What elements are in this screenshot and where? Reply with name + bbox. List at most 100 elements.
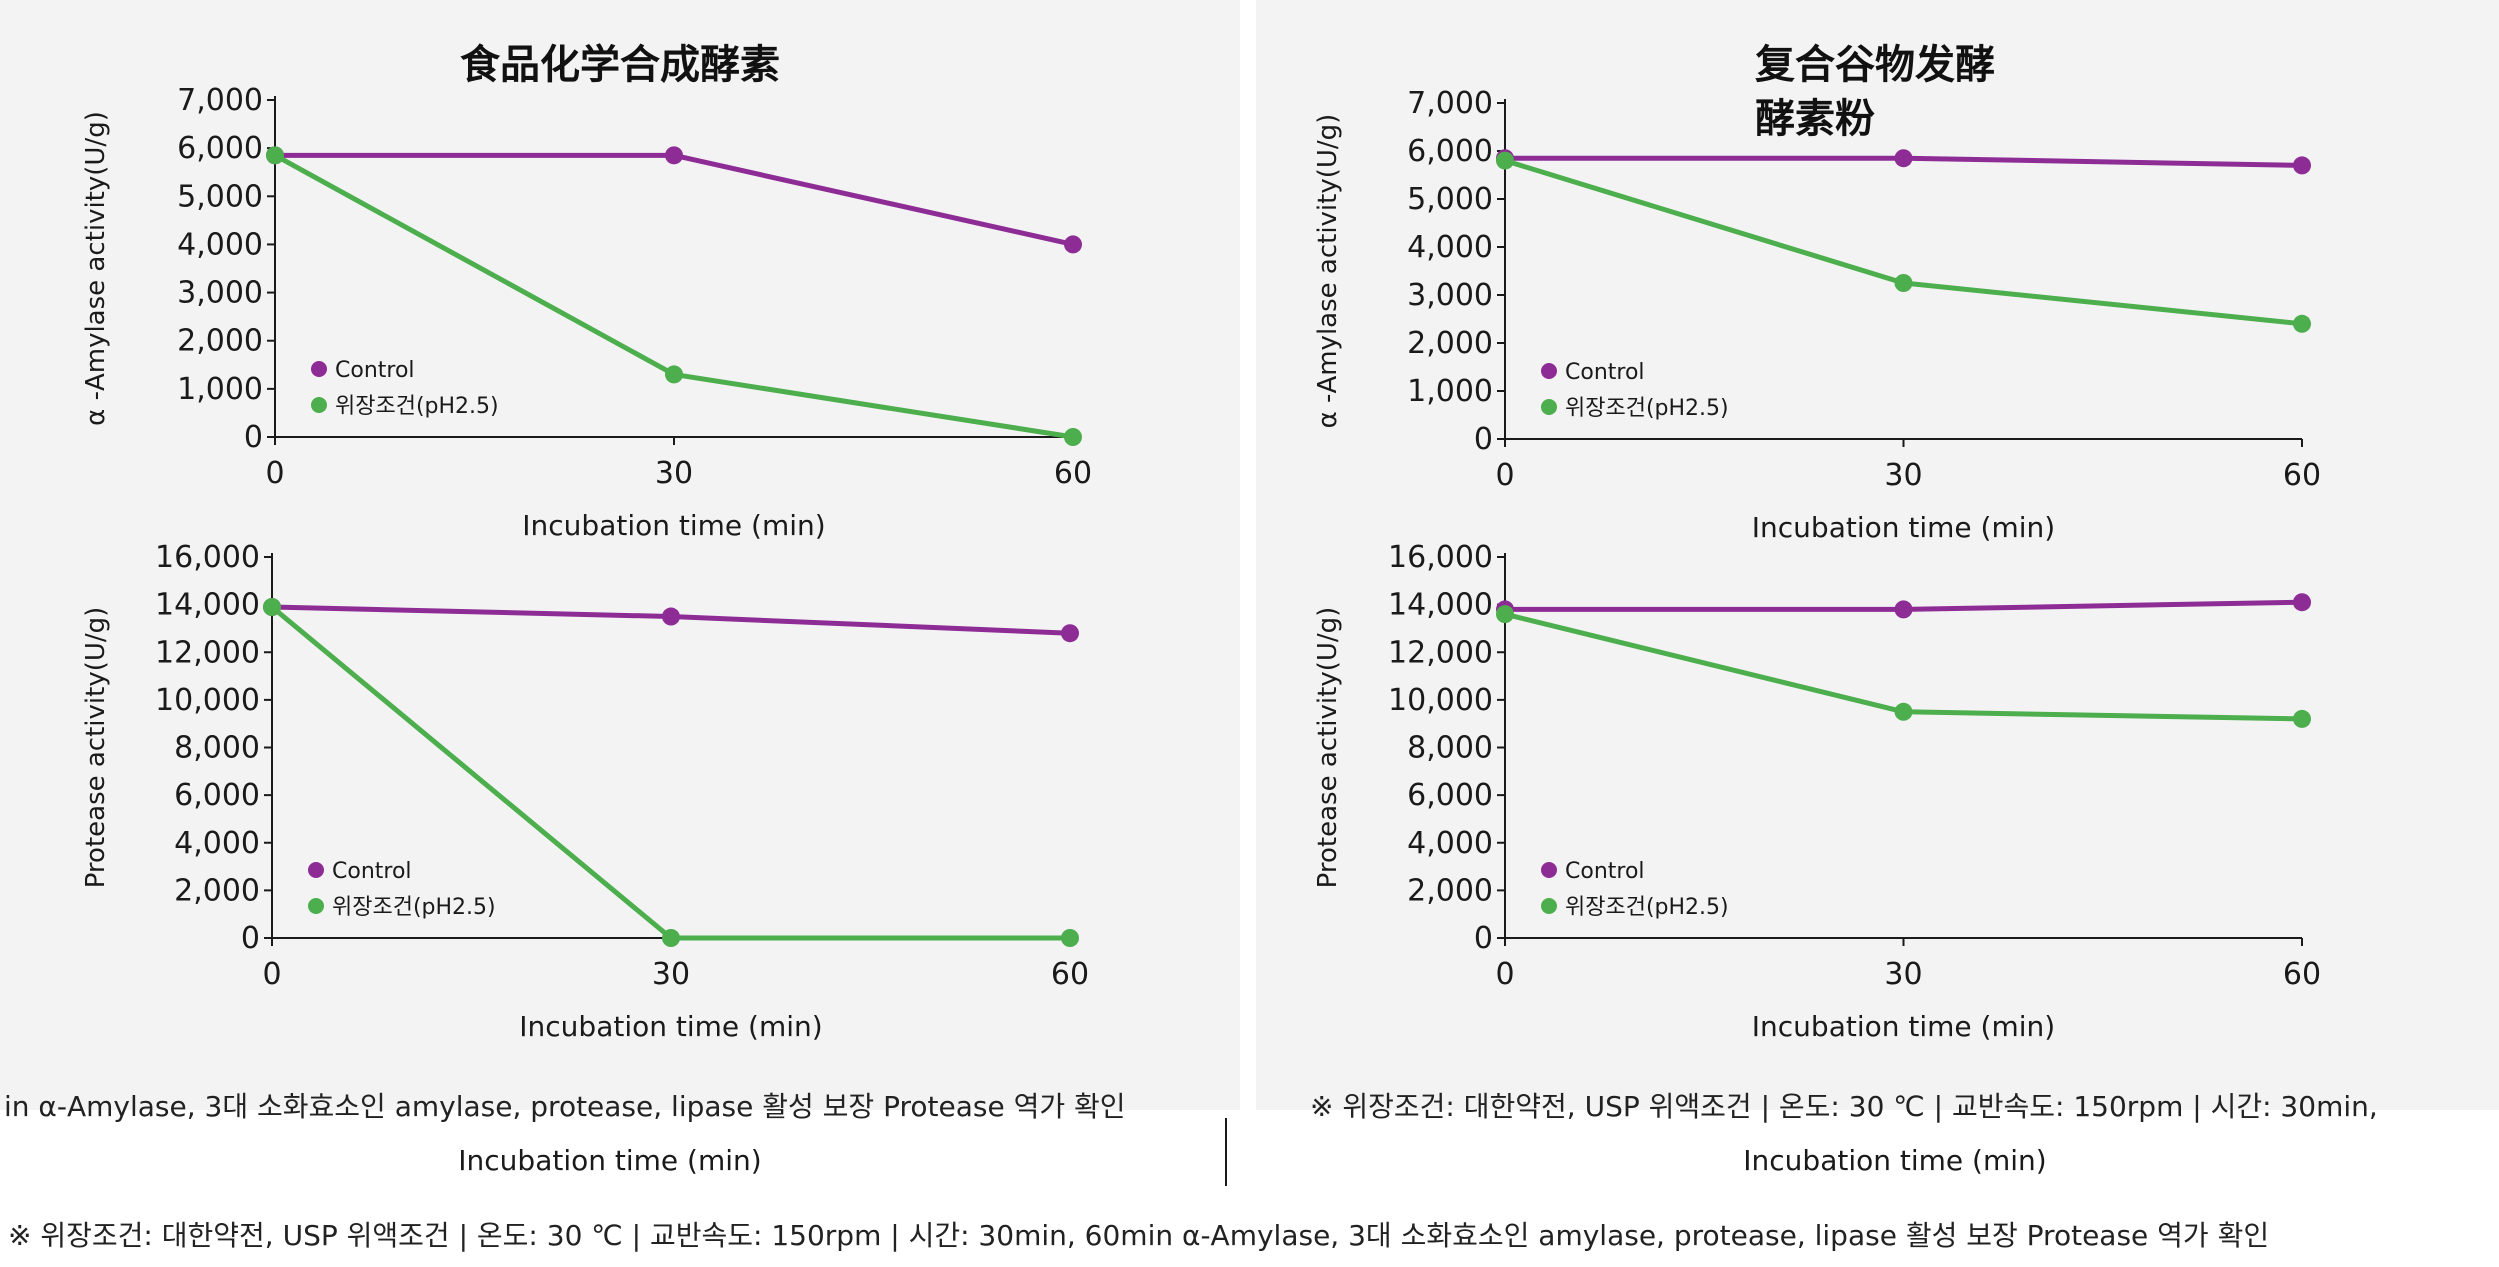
- y-axis-title: α -Amylase activity(U/g): [81, 111, 111, 426]
- x-tick-label: 60: [2283, 957, 2321, 992]
- x-tick-label: 30: [1884, 957, 1922, 992]
- y-tick-label: 14,000: [1388, 588, 1493, 623]
- legend-label: 위장조건(pH2.5): [335, 394, 499, 419]
- data-point-gastric: [1895, 274, 1913, 292]
- legend-marker: [311, 397, 327, 413]
- data-point-gastric: [1496, 152, 1514, 170]
- data-point-control: [662, 608, 680, 626]
- legend-label: Control: [332, 859, 412, 884]
- x-tick-label: 0: [262, 957, 281, 992]
- y-tick-label: 6,000: [177, 131, 263, 166]
- y-tick-label: 14,000: [155, 588, 260, 623]
- data-point-gastric: [266, 146, 284, 164]
- y-tick-label: 8,000: [1407, 731, 1493, 766]
- legend-marker: [1541, 399, 1557, 415]
- legend-marker: [308, 898, 324, 914]
- footnote-bottom-note: ※ 위장조건: 대한약전, USP 위액조건 | 온도: 30 ℃ | 교반속도…: [8, 1219, 2269, 1252]
- legend-marker: [1541, 363, 1557, 379]
- legend-label: Control: [1565, 360, 1645, 385]
- y-tick-label: 2,000: [1407, 873, 1493, 908]
- data-point-control: [1061, 624, 1079, 642]
- data-point-gastric: [1064, 428, 1082, 446]
- data-point-gastric: [2293, 315, 2311, 333]
- y-tick-label: 2,000: [177, 324, 263, 359]
- y-tick-label: 0: [244, 420, 263, 455]
- y-tick-label: 7,000: [177, 83, 263, 118]
- data-point-control: [1064, 235, 1082, 253]
- right-panel-title-line-1: 复合谷物发酵: [1755, 42, 1995, 88]
- legend-label: 위장조건(pH2.5): [1565, 396, 1729, 421]
- footnote-left-xlabel: Incubation time (min): [458, 1144, 761, 1177]
- y-tick-label: 0: [241, 921, 260, 956]
- y-tick-label: 4,000: [174, 826, 260, 861]
- legend-label: Control: [335, 358, 415, 383]
- y-tick-label: 7,000: [1407, 86, 1493, 121]
- legend-marker: [311, 361, 327, 377]
- x-tick-label: 60: [1051, 957, 1089, 992]
- data-point-gastric: [1895, 703, 1913, 721]
- y-tick-label: 5,000: [177, 179, 263, 214]
- x-axis-title: Incubation time (min): [1752, 1010, 2055, 1043]
- y-tick-label: 10,000: [155, 683, 260, 718]
- legend-label: Control: [1565, 859, 1645, 884]
- data-point-control: [1895, 149, 1913, 167]
- y-tick-label: 12,000: [155, 635, 260, 670]
- y-tick-label: 1,000: [177, 372, 263, 407]
- y-tick-label: 8,000: [174, 731, 260, 766]
- x-axis-title: Incubation time (min): [522, 509, 825, 542]
- x-tick-label: 60: [2283, 458, 2321, 493]
- x-tick-label: 0: [1495, 957, 1514, 992]
- y-tick-label: 2,000: [1407, 326, 1493, 361]
- x-axis-title: Incubation time (min): [519, 1010, 822, 1043]
- left-panel-title: 食品化学合成酵素: [460, 42, 780, 88]
- x-tick-label: 30: [1884, 458, 1922, 493]
- legend-marker: [1541, 898, 1557, 914]
- y-tick-label: 16,000: [155, 540, 260, 575]
- y-tick-label: 0: [1474, 422, 1493, 457]
- data-point-gastric: [662, 929, 680, 947]
- x-tick-label: 30: [655, 456, 693, 491]
- y-tick-label: 10,000: [1388, 683, 1493, 718]
- footnote-left-fragment: in α-Amylase, 3대 소화효소인 amylase, protease…: [4, 1090, 1126, 1123]
- y-tick-label: 4,000: [1407, 826, 1493, 861]
- y-axis-title: Protease activity(U/g): [81, 607, 111, 889]
- x-tick-label: 0: [1495, 458, 1514, 493]
- data-point-control: [2293, 593, 2311, 611]
- footnote-right-xlabel: Incubation time (min): [1743, 1144, 2046, 1177]
- y-tick-label: 6,000: [174, 778, 260, 813]
- y-tick-label: 4,000: [177, 227, 263, 262]
- y-tick-label: 1,000: [1407, 374, 1493, 409]
- x-tick-label: 60: [1054, 456, 1092, 491]
- y-tick-label: 6,000: [1407, 134, 1493, 169]
- x-axis-title: Incubation time (min): [1752, 511, 2055, 544]
- x-tick-label: 0: [265, 456, 284, 491]
- x-tick-label: 30: [652, 957, 690, 992]
- y-tick-label: 0: [1474, 921, 1493, 956]
- data-point-control: [1895, 600, 1913, 618]
- y-axis-title: Protease activity(U/g): [1313, 607, 1343, 889]
- y-tick-label: 2,000: [174, 873, 260, 908]
- y-tick-label: 6,000: [1407, 778, 1493, 813]
- y-tick-label: 12,000: [1388, 635, 1493, 670]
- data-point-control: [665, 146, 683, 164]
- legend-label: 위장조건(pH2.5): [1565, 895, 1729, 920]
- footnote-right-fragment: ※ 위장조건: 대한약전, USP 위액조건 | 온도: 30 ℃ | 교반속도…: [1310, 1090, 2378, 1123]
- legend-label: 위장조건(pH2.5): [332, 895, 496, 920]
- y-axis-title: α -Amylase activity(U/g): [1313, 114, 1343, 429]
- y-tick-label: 4,000: [1407, 230, 1493, 265]
- y-tick-label: 3,000: [177, 276, 263, 311]
- data-point-gastric: [665, 365, 683, 383]
- legend-marker: [308, 862, 324, 878]
- data-point-control: [2293, 156, 2311, 174]
- y-tick-label: 3,000: [1407, 278, 1493, 313]
- data-point-gastric: [1496, 605, 1514, 623]
- right-panel-title-line-2: 酵素粉: [1755, 96, 1875, 142]
- data-point-gastric: [2293, 710, 2311, 728]
- legend-marker: [1541, 862, 1557, 878]
- y-tick-label: 5,000: [1407, 182, 1493, 217]
- data-point-gastric: [1061, 929, 1079, 947]
- y-tick-label: 16,000: [1388, 540, 1493, 575]
- data-point-gastric: [263, 598, 281, 616]
